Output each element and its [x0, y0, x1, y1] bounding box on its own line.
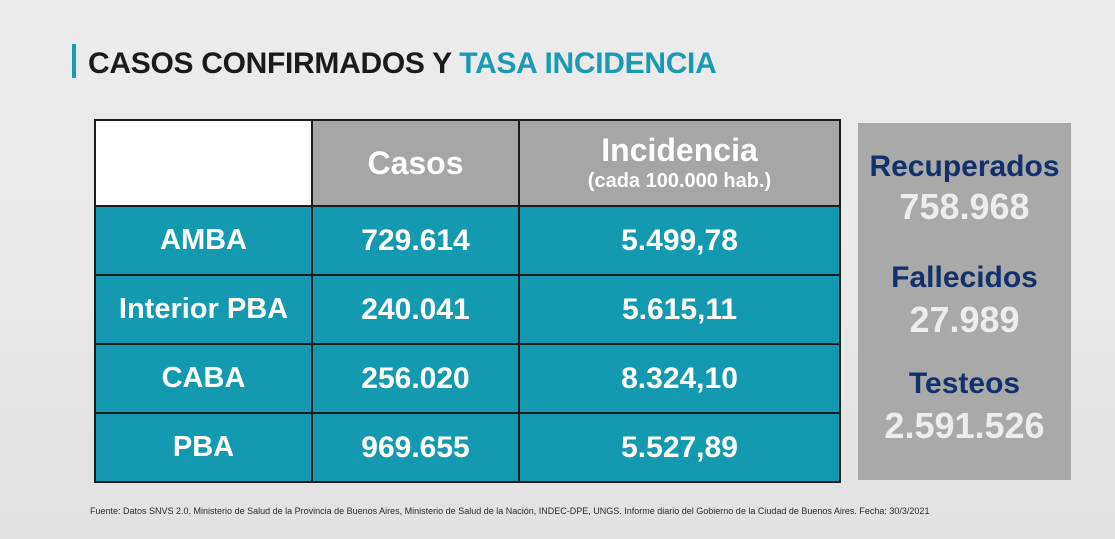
- row-region: AMBA: [94, 205, 313, 276]
- row-incidencia: 5.499,78: [518, 205, 841, 276]
- page-title: CASOS CONFIRMADOS Y TASA INCIDENCIA: [88, 44, 717, 84]
- title-accent-bar: [72, 44, 76, 78]
- testeos-label: Testeos: [908, 367, 1021, 400]
- header-empty-cell: [94, 119, 313, 207]
- row-casos: 256.020: [311, 343, 520, 414]
- fallecidos-value: 27.989: [909, 299, 1020, 340]
- title-part-1: CASOS CONFIRMADOS Y: [88, 47, 452, 80]
- table-row: PBA 969.655 5.527,89: [94, 412, 841, 483]
- testeos-value: 2.591.526: [884, 405, 1045, 446]
- recuperados-value: 758.968: [899, 186, 1030, 227]
- table-row: AMBA 729.614 5.499,78: [94, 205, 841, 276]
- header-casos-label: Casos: [367, 145, 464, 181]
- table-row: Interior PBA 240.041 5.615,11: [94, 274, 841, 345]
- table-header-row: Casos Incidencia (cada 100.000 hab.): [94, 119, 841, 207]
- fallecidos-label: Fallecidos: [891, 261, 1038, 294]
- header-incidencia-sublabel: (cada 100.000 hab.): [587, 170, 772, 192]
- header-incidencia: Incidencia (cada 100.000 hab.): [518, 119, 841, 207]
- row-incidencia: 8.324,10: [518, 343, 841, 414]
- title-part-2: TASA INCIDENCIA: [459, 47, 717, 80]
- header-casos: Casos: [311, 119, 520, 207]
- row-casos: 240.041: [311, 274, 520, 345]
- row-incidencia: 5.615,11: [518, 274, 841, 345]
- header-incidencia-label: Incidencia: [601, 132, 758, 168]
- stats-panel: Recuperados 758.968 Fallecidos 27.989 Te…: [858, 123, 1071, 480]
- row-region: PBA: [94, 412, 313, 483]
- cases-table: Casos Incidencia (cada 100.000 hab.) AMB…: [94, 119, 841, 483]
- row-region: CABA: [94, 343, 313, 414]
- row-region: Interior PBA: [94, 274, 313, 345]
- source-footnote: Fuente: Datos SNVS 2.0. Ministerio de Sa…: [90, 506, 930, 516]
- row-incidencia: 5.527,89: [518, 412, 841, 483]
- row-casos: 969.655: [311, 412, 520, 483]
- row-casos: 729.614: [311, 205, 520, 276]
- table-row: CABA 256.020 8.324,10: [94, 343, 841, 414]
- recuperados-label: Recuperados: [869, 150, 1060, 183]
